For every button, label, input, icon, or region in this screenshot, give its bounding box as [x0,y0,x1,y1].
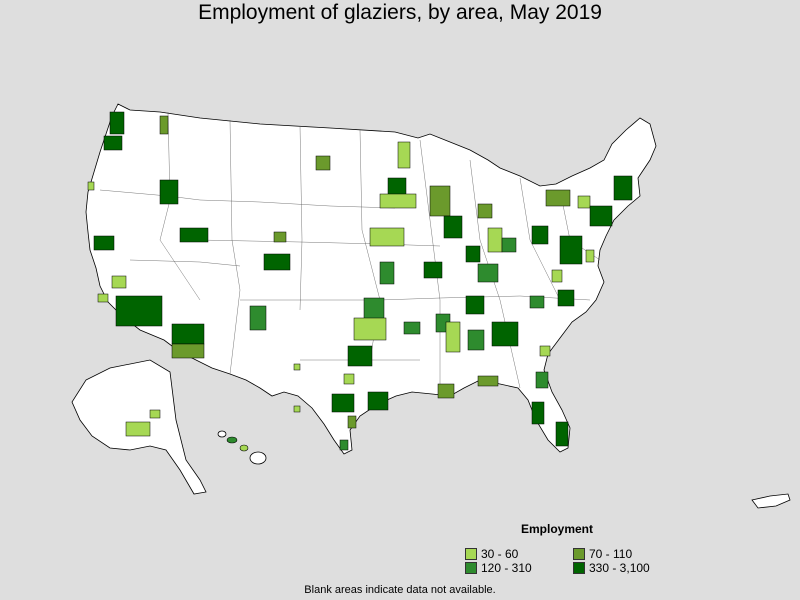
legend-label: 120 - 310 [481,561,532,575]
legend-label: 70 - 110 [589,547,633,561]
legend-title: Employment [521,522,594,536]
alaska-area-2 [149,409,161,419]
alaska-area [125,421,151,437]
legend-item-70-110: 70 - 110 [573,547,632,561]
contiguous-us-outline [85,103,657,455]
legend-label: 330 - 3,100 [589,561,650,575]
legend-swatch [573,562,585,574]
legend-item-330-3100: 330 - 3,100 [573,561,650,575]
legend-label: 30 - 60 [481,547,519,561]
map-footnote: Blank areas indicate data not available. [304,584,496,596]
hawaii-islands [217,430,267,465]
legend-item-30-60: 30 - 60 [465,547,518,561]
legend-swatch [465,562,477,574]
legend-swatch [573,548,585,560]
legend-swatch [465,548,477,560]
employment-areas [87,111,633,451]
puerto-rico-outline [751,493,791,509]
legend-item-120-310: 120 - 310 [465,561,532,575]
map-title: Employment of glaziers, by area, May 201… [198,1,602,24]
